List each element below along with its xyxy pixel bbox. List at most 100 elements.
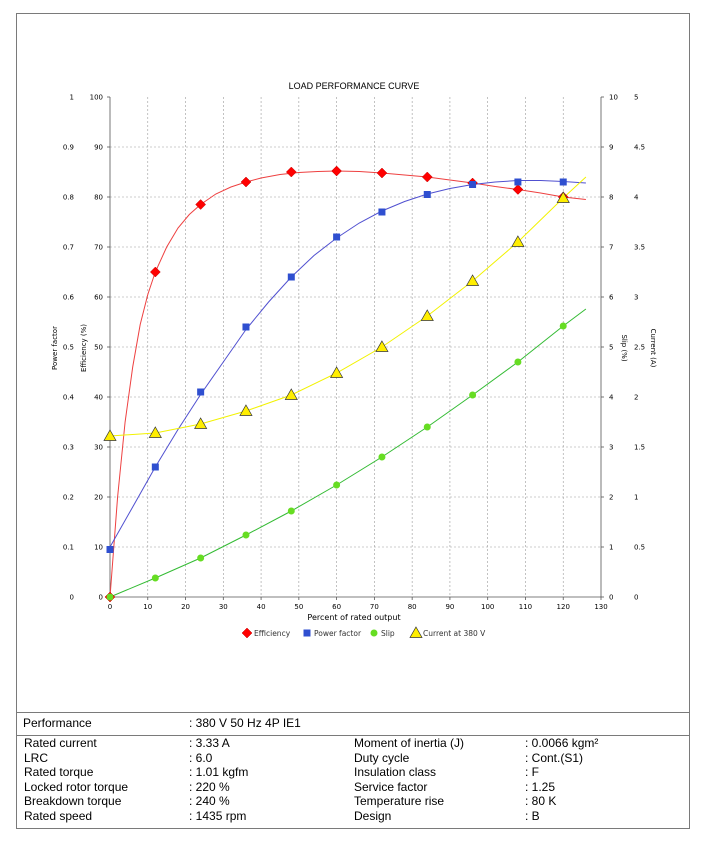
current-tick-label: 3.5 bbox=[634, 244, 645, 252]
current-tick-label: 4.5 bbox=[634, 144, 645, 152]
legend-marker-efficiency bbox=[241, 627, 253, 639]
current-at-380-v-point bbox=[330, 366, 344, 378]
current-at-380-v-point bbox=[103, 429, 117, 441]
slip-curve bbox=[109, 308, 587, 598]
performance-row: Performance : 380 V 50 Hz 4P IE1 bbox=[16, 712, 690, 736]
slip-point bbox=[242, 531, 250, 539]
slip-tick-label: 6 bbox=[609, 294, 614, 302]
current-tick-label: 1.5 bbox=[634, 444, 645, 452]
slip-tick-label: 9 bbox=[609, 144, 613, 152]
power-factor-tick-label: 0.1 bbox=[63, 544, 74, 552]
spec-label: Locked rotor torque bbox=[24, 779, 129, 794]
spec-value: : 240 % bbox=[189, 794, 230, 808]
spec-label: Insulation class bbox=[354, 765, 437, 779]
slip-tick-label: 8 bbox=[609, 194, 613, 202]
x-tick-label: 120 bbox=[557, 603, 570, 611]
power-factor-axis-label: Power factor bbox=[51, 326, 59, 370]
spec-label: Service factor bbox=[354, 779, 428, 794]
current-at-380-v-point bbox=[194, 417, 208, 429]
power-factor-point bbox=[423, 191, 431, 198]
current-at-380-v-curve bbox=[109, 176, 587, 437]
spec-label: Duty cycle bbox=[354, 750, 410, 765]
power-factor-point bbox=[469, 181, 477, 188]
current-at-380-v-point bbox=[420, 309, 434, 321]
slip-point bbox=[151, 574, 159, 582]
efficiency-tick-label: 50 bbox=[94, 344, 103, 352]
power-factor-point bbox=[333, 233, 341, 241]
current-at-380-v-point bbox=[375, 340, 389, 352]
power-factor-tick-label: 1 bbox=[70, 94, 74, 102]
legend-marker-current-at-380-v bbox=[409, 626, 423, 638]
slip-tick-label: 2 bbox=[609, 494, 613, 502]
efficiency-point bbox=[195, 199, 206, 210]
slip-point bbox=[559, 322, 567, 330]
report-frame bbox=[16, 13, 690, 829]
spec-value: : 80 K bbox=[525, 794, 557, 808]
power-factor-tick-label: 0 bbox=[70, 594, 74, 602]
efficiency-tick-label: 70 bbox=[94, 244, 103, 252]
slip-point bbox=[469, 391, 477, 399]
efficiency-point bbox=[421, 171, 433, 183]
x-tick-label: 60 bbox=[332, 603, 341, 611]
spec-label: Rated speed bbox=[24, 808, 93, 823]
efficiency-point bbox=[331, 165, 342, 177]
spec-value: : F bbox=[525, 765, 539, 779]
current-at-380-v-point bbox=[556, 191, 570, 203]
power-factor-point bbox=[151, 463, 159, 471]
x-tick-label: 50 bbox=[294, 603, 303, 611]
slip-tick-label: 7 bbox=[609, 244, 613, 252]
legend-marker-power-factor bbox=[303, 629, 311, 637]
spec-value: : 3.33 A bbox=[189, 736, 230, 750]
current-at-380-v-point bbox=[465, 274, 480, 286]
power-factor-curve bbox=[109, 180, 586, 548]
slip-point bbox=[197, 554, 205, 562]
slip-axis-label: Slip (%) bbox=[620, 334, 628, 361]
spec-label: Rated torque bbox=[24, 765, 94, 779]
current-tick-label: 5 bbox=[634, 94, 638, 102]
legend-marker-slip bbox=[370, 629, 378, 637]
efficiency-tick-label: 100 bbox=[90, 94, 103, 102]
chart-markers bbox=[103, 165, 570, 603]
spec-label: Temperature rise bbox=[354, 794, 445, 808]
x-tick-label: 110 bbox=[519, 603, 532, 611]
efficiency-point bbox=[376, 167, 388, 179]
spec-value: : 1.25 bbox=[525, 779, 556, 794]
spec-label: Design bbox=[354, 808, 392, 823]
x-tick-label: 70 bbox=[370, 603, 379, 611]
slip-point bbox=[423, 423, 431, 431]
x-tick-label: 100 bbox=[481, 603, 494, 611]
spec-value: : 1.01 kgfm bbox=[189, 765, 249, 779]
efficiency-tick-label: 20 bbox=[94, 494, 103, 502]
current-tick-label: 0.5 bbox=[634, 544, 645, 552]
chart-grid bbox=[110, 97, 601, 597]
spec-label: LRC bbox=[24, 750, 49, 765]
spec-value: : 220 % bbox=[189, 779, 230, 794]
current-at-380-v-point bbox=[511, 235, 525, 247]
x-tick-label: 40 bbox=[257, 603, 266, 611]
slip-point bbox=[378, 453, 386, 461]
power-factor-tick-label: 0.7 bbox=[63, 244, 74, 252]
efficiency-tick-label: 30 bbox=[94, 444, 103, 452]
current-tick-label: 0 bbox=[634, 594, 638, 602]
efficiency-tick-label: 40 bbox=[94, 394, 103, 402]
efficiency-tick-label: 80 bbox=[94, 194, 103, 202]
slip-tick-label: 10 bbox=[609, 94, 618, 102]
slip-point bbox=[287, 507, 295, 515]
power-factor-tick-label: 0.6 bbox=[63, 294, 75, 302]
slip-point bbox=[514, 358, 522, 366]
x-tick-label: 130 bbox=[594, 603, 607, 611]
legend-label-efficiency: Efficiency bbox=[254, 629, 291, 638]
spec-value: : B bbox=[525, 808, 540, 823]
efficiency-point bbox=[285, 166, 297, 178]
efficiency-tick-label: 60 bbox=[94, 294, 103, 302]
power-factor-point bbox=[378, 208, 386, 216]
x-tick-label: 90 bbox=[445, 603, 454, 611]
slip-tick-label: 5 bbox=[609, 344, 613, 352]
chart-legend: Efficiency Power factor Slip Current at 380… bbox=[241, 626, 486, 639]
x-axis-label: Percent of rated output bbox=[307, 613, 400, 622]
x-tick-label: 10 bbox=[143, 603, 152, 611]
slip-tick-label: 0 bbox=[609, 594, 613, 602]
efficiency-tick-label: 0 bbox=[99, 594, 103, 602]
efficiency-axis-label: Efficiency (%) bbox=[80, 324, 88, 372]
current-at-380-v-point bbox=[239, 404, 253, 416]
